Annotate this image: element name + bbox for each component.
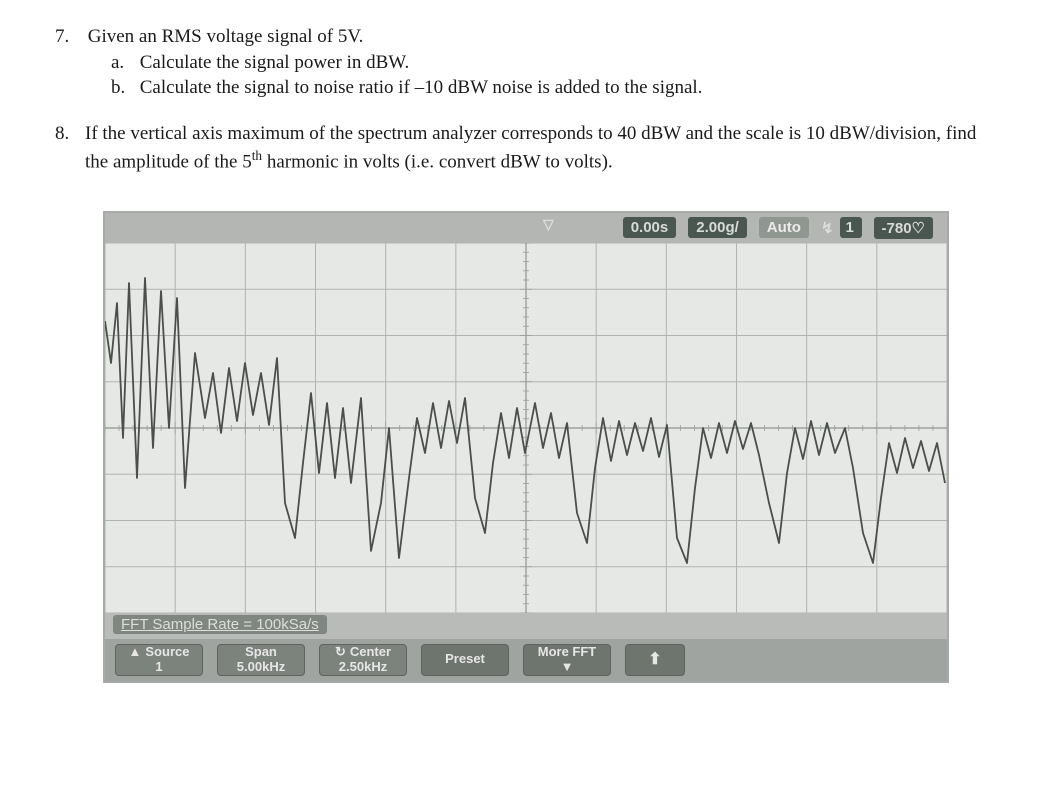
q8-sup: th <box>252 148 262 163</box>
grid-svg <box>105 243 947 613</box>
trig-level: -780♡ <box>874 217 933 239</box>
preset-button[interactable]: Preset <box>421 644 509 676</box>
center-value: 2.50kHz <box>339 660 387 674</box>
scope-grid <box>105 243 947 613</box>
source-value: 1 <box>155 660 162 674</box>
span-button[interactable]: Span 5.00kHz <box>217 644 305 676</box>
center-button[interactable]: ↻ Center 2.50kHz <box>319 644 407 676</box>
q7-b: b. Calculate the signal to noise ratio i… <box>111 75 992 101</box>
trigger-marker-icon: ▽ <box>543 216 554 233</box>
more-fft-button[interactable]: More FFT ▼ <box>523 644 611 676</box>
q7-a: a. Calculate the signal power in dBW. <box>111 50 992 76</box>
source-label: Source <box>145 644 189 659</box>
q8-number: 8. <box>55 121 85 147</box>
question-8: 8.If the vertical axis maximum of the sp… <box>55 121 992 175</box>
q7-a-letter: a. <box>111 50 135 76</box>
mode-badge: Auto <box>759 217 809 238</box>
trig-channel: 1 <box>840 217 862 238</box>
q7-b-text: Calculate the signal to noise ratio if –… <box>140 77 703 98</box>
question-7: 7. Given an RMS voltage signal of 5V. a.… <box>55 24 992 101</box>
span-value: 5.00kHz <box>237 660 285 674</box>
scope-figure: ▽ 0.00s 2.00g/ Auto ↯ 1 -780♡ FFT Sample… <box>103 211 949 683</box>
center-label: Center <box>350 644 391 659</box>
more-fft-label: More FFT <box>538 645 597 659</box>
back-arrow-button[interactable]: ⬆ <box>625 644 685 676</box>
q8-text-post: harmonic in volts (i.e. convert dBW to v… <box>262 151 613 172</box>
scope-screen: ▽ 0.00s 2.00g/ Auto ↯ 1 -780♡ FFT Sample… <box>103 211 949 683</box>
fft-sample-rate: FFT Sample Rate = 100kSa/s <box>113 615 327 634</box>
rotate-icon: ↻ <box>335 644 346 659</box>
arrow-icon: ⬆ <box>648 651 661 669</box>
source-button[interactable]: ▲Source 1 <box>115 644 203 676</box>
scope-top-bar: ▽ 0.00s 2.00g/ Auto ↯ 1 -780♡ <box>105 213 947 243</box>
time-badge: 0.00s <box>623 217 677 238</box>
preset-label: Preset <box>445 652 485 666</box>
scope-bottom-bar: ▲Source 1 Span 5.00kHz ↻ Center 2.50kHz P… <box>105 639 947 681</box>
trig-icon: ↯ <box>821 219 834 237</box>
top-status: 0.00s 2.00g/ Auto ↯ 1 -780♡ <box>623 217 939 239</box>
down-arrow-icon: ▼ <box>561 660 574 674</box>
q7-b-letter: b. <box>111 75 135 101</box>
rate-badge: 2.00g/ <box>688 217 747 238</box>
q7-number: 7. <box>55 24 83 50</box>
fft-row: FFT Sample Rate = 100kSa/s <box>105 613 947 639</box>
up-triangle-icon: ▲ <box>129 644 142 659</box>
q7-text: Given an RMS voltage signal of 5V. <box>88 26 364 47</box>
span-label: Span <box>245 645 277 659</box>
q7-a-text: Calculate the signal power in dBW. <box>140 52 409 73</box>
